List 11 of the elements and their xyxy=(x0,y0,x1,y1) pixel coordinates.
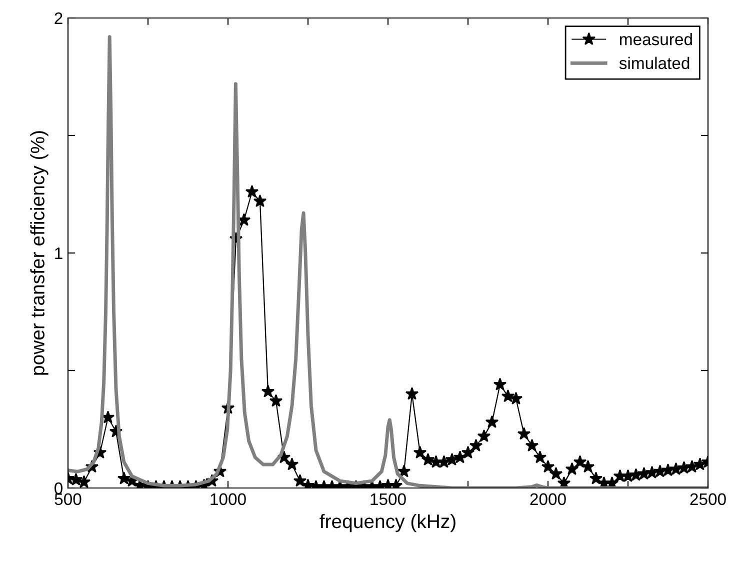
x-tick-label: 1500 xyxy=(370,493,406,506)
x-tick-label: 1000 xyxy=(210,493,246,506)
x-axis-title: frequency (kHz) xyxy=(320,514,456,532)
x-tick-label: 2500 xyxy=(690,493,726,506)
y-tick-label: 2 xyxy=(54,12,62,24)
x-tick-label: 500 xyxy=(54,493,82,506)
x-tick-label: 2000 xyxy=(530,493,566,506)
legend-label: simulated xyxy=(619,56,690,70)
y-axis-title: power transfer efficiency (%) xyxy=(30,131,48,375)
legend-label: measured xyxy=(620,33,692,46)
y-tick-label: 1 xyxy=(55,248,62,260)
